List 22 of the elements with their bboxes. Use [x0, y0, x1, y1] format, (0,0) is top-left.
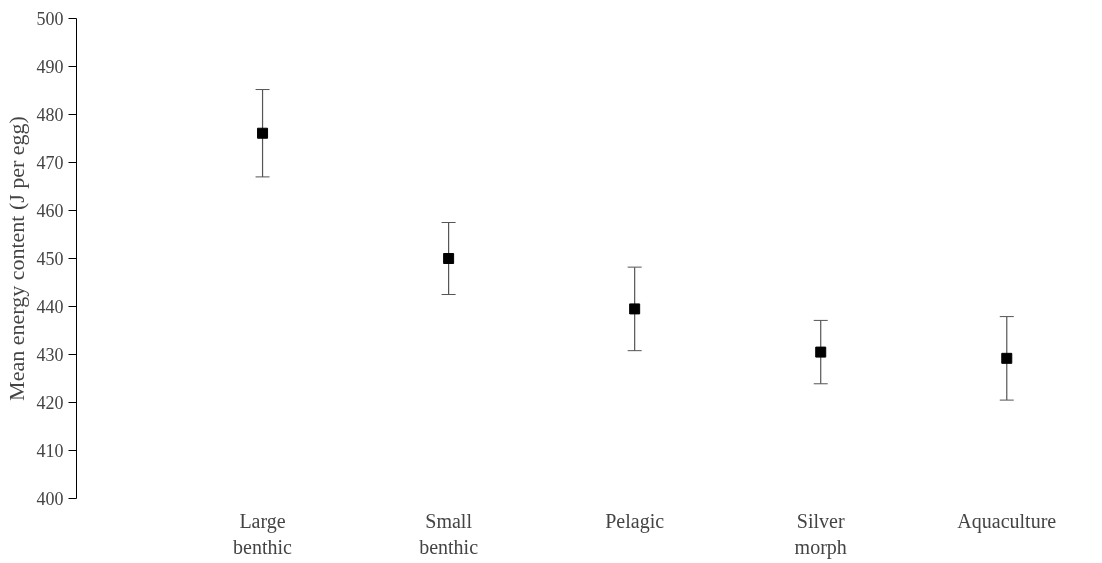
y-tick-label: 430	[36, 345, 64, 365]
y-tick-label: 500	[36, 9, 64, 29]
point	[629, 303, 641, 315]
y-tick-label: 490	[36, 57, 64, 77]
y-tick-label: 410	[36, 441, 64, 461]
y-tick-label: 400	[36, 489, 64, 509]
y-tick-label: 440	[36, 297, 64, 317]
x-tick-label: Silver morph	[794, 509, 847, 559]
x-tick-label: Aquaculture	[957, 509, 1057, 533]
y-tick-label: 480	[36, 105, 64, 125]
x-tick-label: Pelagic	[605, 509, 665, 533]
x-tick-label: Large benthic	[233, 509, 293, 558]
y-tick-label: 460	[36, 201, 64, 221]
x-tick-label: Small benthic	[419, 509, 479, 558]
point	[257, 127, 269, 139]
y-tick-label: 420	[36, 393, 64, 413]
y-tick-label: 450	[36, 249, 64, 269]
y-axis-title: Mean energy content (J per egg)	[3, 116, 29, 401]
point	[815, 346, 827, 358]
point	[1001, 352, 1013, 364]
point	[443, 253, 455, 264]
y-tick-label: 470	[36, 153, 64, 173]
